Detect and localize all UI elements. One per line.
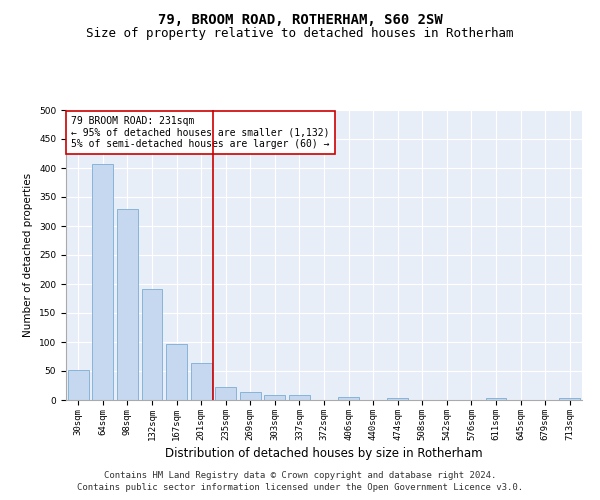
Bar bbox=[265, 396, 286, 400]
Bar bbox=[215, 386, 236, 400]
Y-axis label: Number of detached properties: Number of detached properties bbox=[23, 173, 34, 337]
Bar bbox=[240, 392, 261, 400]
Bar bbox=[166, 344, 187, 400]
Bar bbox=[68, 370, 89, 400]
X-axis label: Distribution of detached houses by size in Rotherham: Distribution of detached houses by size … bbox=[165, 447, 483, 460]
Text: 79, BROOM ROAD, ROTHERHAM, S60 2SW: 79, BROOM ROAD, ROTHERHAM, S60 2SW bbox=[158, 12, 442, 26]
Bar bbox=[142, 288, 163, 400]
Text: Contains public sector information licensed under the Open Government Licence v3: Contains public sector information licen… bbox=[77, 484, 523, 492]
Text: 79 BROOM ROAD: 231sqm
← 95% of detached houses are smaller (1,132)
5% of semi-de: 79 BROOM ROAD: 231sqm ← 95% of detached … bbox=[71, 116, 329, 149]
Bar bbox=[92, 164, 113, 400]
Bar bbox=[289, 395, 310, 400]
Bar bbox=[387, 398, 408, 400]
Bar bbox=[559, 398, 580, 400]
Bar bbox=[338, 397, 359, 400]
Text: Contains HM Land Registry data © Crown copyright and database right 2024.: Contains HM Land Registry data © Crown c… bbox=[104, 471, 496, 480]
Bar bbox=[117, 208, 138, 400]
Text: Size of property relative to detached houses in Rotherham: Size of property relative to detached ho… bbox=[86, 28, 514, 40]
Bar bbox=[191, 363, 212, 400]
Bar bbox=[485, 398, 506, 400]
